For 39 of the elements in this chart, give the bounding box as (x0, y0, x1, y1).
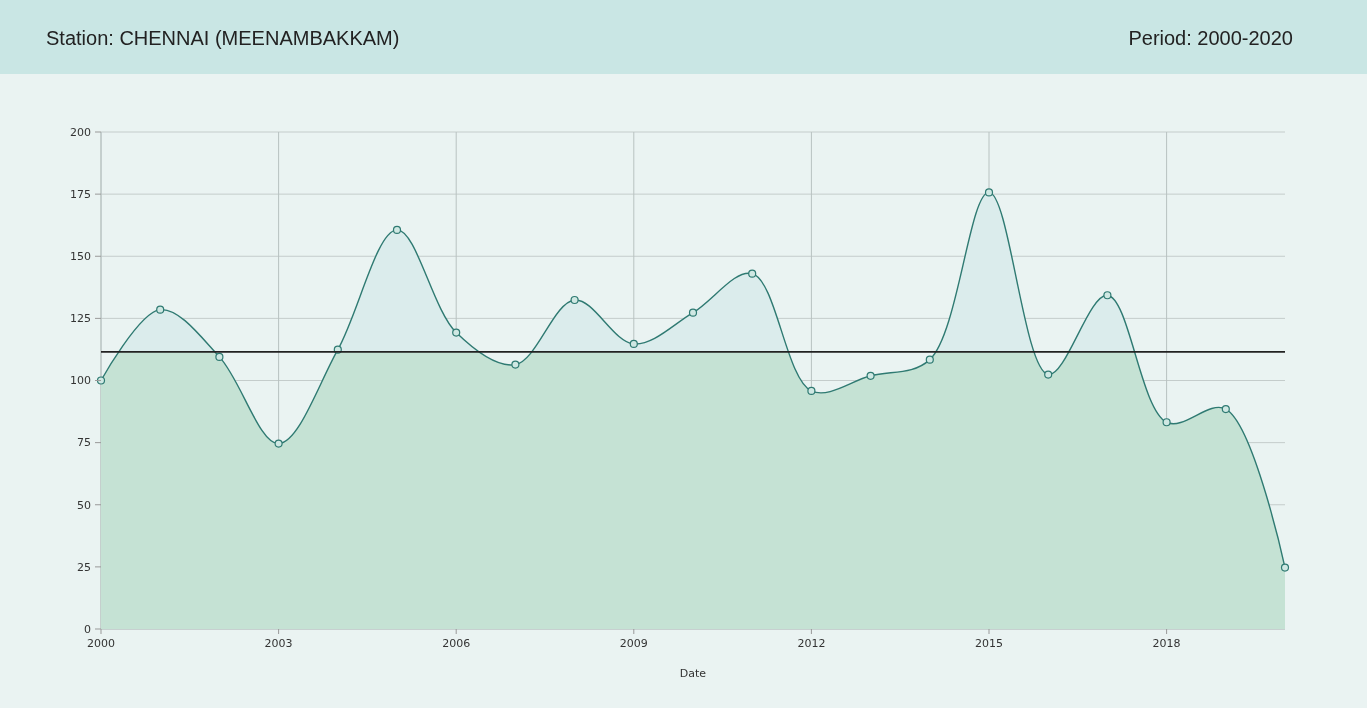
point (392, 225, 402, 235)
point (629, 339, 638, 349)
point (1280, 563, 1290, 572)
y-tick-label: 125 (70, 312, 91, 326)
y-tick-label: 50 (77, 498, 91, 512)
y-tick-label: 200 (70, 125, 91, 139)
point (215, 352, 224, 361)
x-tick-label: 2003 (264, 637, 293, 650)
x-tick-label: 2018 (1152, 637, 1181, 650)
point (156, 305, 165, 314)
point (452, 328, 461, 337)
point (1162, 418, 1171, 427)
point (748, 269, 757, 278)
point (688, 308, 698, 317)
point (984, 188, 994, 197)
point (807, 386, 816, 396)
x-axis-title: Date (679, 667, 707, 680)
x-tick-label: 2009 (619, 637, 648, 650)
point (570, 295, 579, 305)
point (274, 439, 283, 448)
point (1044, 370, 1053, 379)
point (1103, 291, 1112, 300)
x-tick-label: 2012 (797, 637, 826, 650)
chart-subtitle: Period: 2000-2020 (1128, 27, 1293, 49)
point (925, 355, 934, 364)
point (1221, 404, 1230, 414)
point (96, 376, 106, 385)
x-tick-label: 2015 (975, 637, 1003, 650)
y-tick-label: 75 (77, 436, 91, 450)
x-tick-label: 2000 (87, 637, 115, 650)
chart-title: Station: CHENNAI (MEENAMBAKKAM) (46, 27, 400, 49)
x-tick-label: 2006 (442, 637, 471, 650)
y-tick-label: 25 (77, 560, 91, 574)
y-tick-label: 150 (70, 250, 91, 264)
y-tick-label: 175 (70, 187, 91, 201)
point (511, 360, 520, 369)
point (866, 371, 875, 380)
y-tick-label: 100 (70, 374, 91, 388)
y-tick-label: 0 (84, 622, 91, 636)
